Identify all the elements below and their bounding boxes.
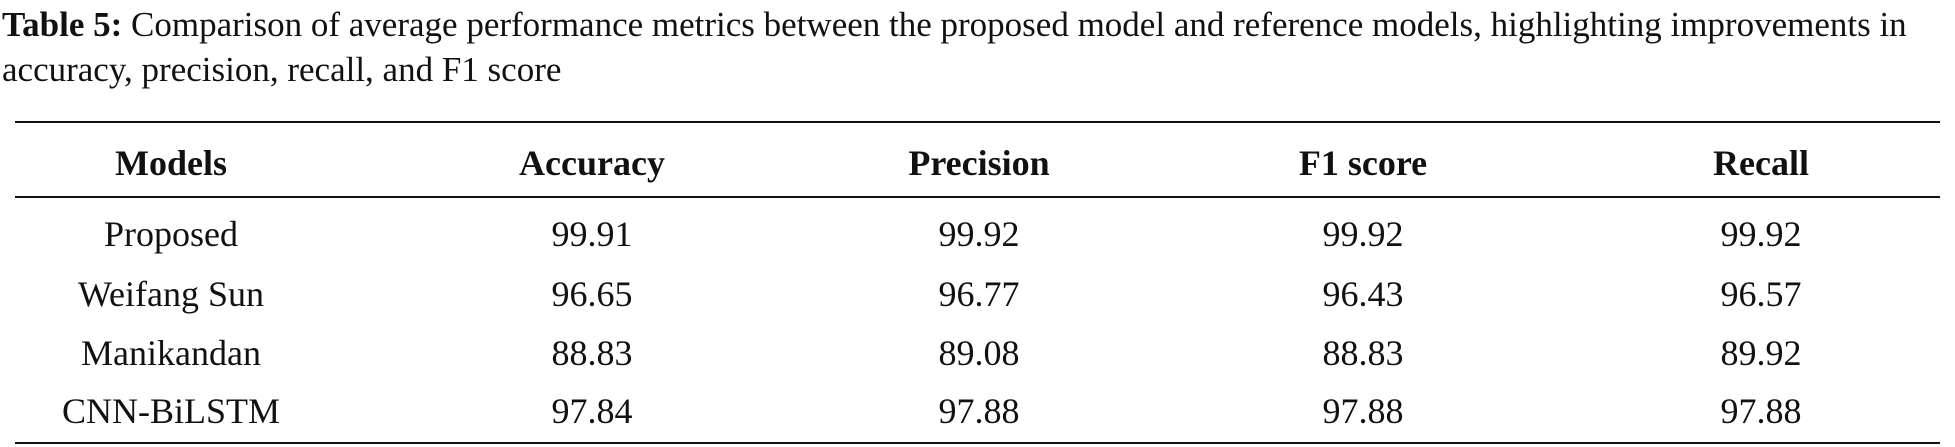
caption-label: Table 5: [2,5,123,44]
header-cell: F1 score [1298,143,1428,183]
caption-text: Comparison of average performance metric… [2,5,1907,89]
metric-value: 97.88 [1322,391,1404,431]
model-name: Proposed [104,214,238,254]
metric-value: 88.83 [1322,333,1404,373]
top-rule [15,121,1940,123]
header-cell: Recall [1713,143,1809,183]
metric-value: 99.92 [1322,214,1404,254]
metric-value: 89.08 [938,333,1020,373]
header-cell: Accuracy [519,143,665,183]
metric-value: 89.92 [1720,333,1802,373]
metric-value: 96.77 [938,274,1020,314]
metric-value: 99.91 [551,214,633,254]
header-cell: Models [115,143,227,183]
metric-value: 97.88 [938,391,1020,431]
caption: Table 5: Comparison of average performan… [2,2,1952,92]
metric-value: 96.65 [551,274,633,314]
metric-value: 96.57 [1720,274,1802,314]
metric-value: 97.84 [551,391,633,431]
model-name: CNN-BiLSTM [61,391,281,431]
header-cell: Precision [908,143,1050,183]
model-name: Manikandan [81,333,261,373]
metric-value: 99.92 [1720,214,1802,254]
metric-value: 96.43 [1322,274,1404,314]
metric-value: 99.92 [938,214,1020,254]
bottom-rule [15,442,1940,444]
metric-value: 97.88 [1720,391,1802,431]
metric-value: 88.83 [551,333,633,373]
model-name: Weifang Sun [77,274,265,314]
header-rule [15,196,1940,198]
